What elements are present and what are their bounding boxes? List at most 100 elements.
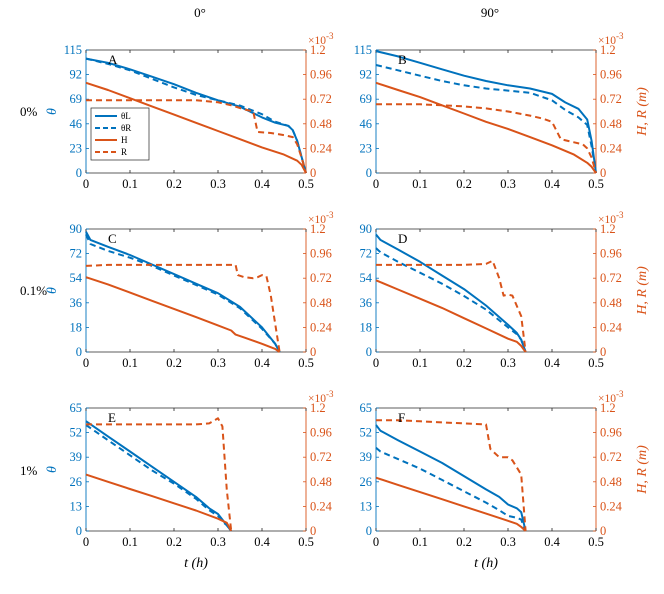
y-tick-label: 92 [360,68,373,82]
x-tick-label: 0.2 [166,356,182,370]
y-tick-label: 18 [360,320,373,334]
y-tick-label: 115 [354,43,372,57]
legend-box [90,107,150,161]
y2-tick-label: 0.96 [310,426,332,440]
series-theta-l [375,424,527,532]
y2-tick-label: 0.96 [600,247,622,261]
legend: θL θR HR [90,107,150,161]
y2-tick-label: 1.2 [600,222,616,236]
x-tick-label: 0.5 [588,535,604,549]
x-axis-label: t (h) [474,556,498,571]
series-theta-l [375,50,597,174]
x-tick-label: 0.4 [544,356,560,370]
y2-multiplier: ×10-3 [308,31,334,47]
y2-multiplier: ×10-3 [598,210,624,226]
y2-axis-label: H, R (m) [635,266,650,316]
y2-exponent: -3 [326,389,334,399]
series-theta-l [375,233,527,353]
y-axis-label: θ [45,108,60,115]
y-tick-label: 39 [360,450,373,464]
y2-tick-label: 0 [310,345,316,359]
x-tick-label: 0.4 [254,535,270,549]
y2-tick-label: 0.48 [310,475,332,489]
panel-label: A [108,52,118,67]
x-tick-label: 0 [83,356,89,370]
y2-tick-label: 0.24 [310,141,333,155]
y2-axis-label: H, R (m) [635,87,650,137]
col-title-0: 0° [194,5,206,20]
series-theta-r [85,234,281,353]
y2-tick-label: 1.2 [310,401,326,415]
x-tick-label: 0.4 [254,177,270,191]
y-tick-label: 46 [70,117,83,131]
series-r [376,259,527,353]
panel-label: D [398,231,407,246]
y-tick-label: 26 [70,475,83,489]
y-tick-label: 92 [70,68,83,82]
panel-label: B [398,52,407,67]
y-tick-label: 52 [360,426,373,440]
series-theta-l [85,57,307,174]
col-title-1: 90° [481,5,499,20]
panel-a: 0 0.1 0.2 0.3 0.4 0.502346699211500.240.480.7… [45,31,334,191]
y-tick-label: 13 [360,499,373,513]
y-tick-label: 0 [366,345,372,359]
y-tick-label: 0 [76,524,82,538]
x-tick-label: 0.5 [298,177,314,191]
y-tick-label: 0 [366,524,372,538]
y-tick-label: 65 [70,401,83,415]
y2-exponent: -3 [616,389,624,399]
y-tick-label: 13 [70,499,83,513]
x-tick-label: 0.5 [298,535,314,549]
x-tick-label: 0 [373,356,379,370]
y-tick-label: 52 [70,426,83,440]
y2-multiplier: ×10-3 [308,389,334,405]
x-tick-label: 0.4 [254,356,270,370]
legend-entry: R [121,147,127,157]
row-label-2: 1% [20,463,38,478]
x-tick-label: 0.1 [412,177,428,191]
y2-exponent: -3 [616,31,624,41]
y2-tick-label: 0.48 [310,117,332,131]
series-r [376,103,597,174]
x-tick-label: 0.5 [588,177,604,191]
y2-tick-label: 1.2 [600,401,616,415]
y-tick-label: 0 [366,166,372,180]
x-tick-label: 0.3 [210,356,226,370]
series-r [376,419,527,532]
x-tick-label: 0 [373,177,379,191]
row-label-0: 0% [20,104,38,119]
series-theta-r [375,446,527,532]
y2-tick-label: 1.2 [600,43,616,57]
y2-tick-label: 0 [310,166,316,180]
y-tick-label: 23 [70,141,83,155]
y-tick-label: 69 [360,92,373,106]
y-tick-label: 90 [70,222,83,236]
y2-axis-label: H, R (m) [635,445,650,495]
x-tick-label: 0.2 [456,356,472,370]
panel-label: C [108,231,117,246]
y2-exponent: -3 [616,210,624,220]
y-tick-label: 90 [360,222,373,236]
y-tick-label: 23 [360,141,373,155]
y2-tick-label: 0.72 [310,450,332,464]
y-tick-label: 72 [360,247,373,261]
panel-label: E [108,410,116,425]
series-theta-l [85,231,281,353]
y2-tick-label: 1.2 [310,43,326,57]
y2-tick-label: 0 [600,166,606,180]
panel-d: 0 0.1 0.2 0.3 0.4 0.50183654729000.240.480.72… [360,210,651,370]
y2-tick-label: 0.48 [600,475,622,489]
x-tick-label: 0.1 [122,535,138,549]
y2-tick-label: 0.24 [600,499,623,513]
y2-exponent: -3 [326,210,334,220]
series-h [85,81,307,174]
y-axis-label: θ [45,287,60,294]
x-tick-label: 0.3 [500,177,516,191]
legend-entry: H [121,135,128,145]
y2-tick-label: 0 [600,524,606,538]
series-h [375,476,527,532]
x-axis-label: t (h) [184,556,208,571]
x-tick-label: 0.2 [456,177,472,191]
